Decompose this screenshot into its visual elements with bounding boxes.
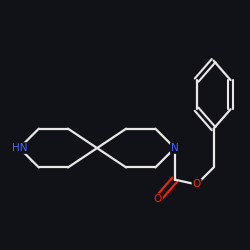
Text: O: O: [154, 194, 162, 204]
Text: HN: HN: [12, 143, 27, 153]
Text: N: N: [171, 143, 179, 153]
Text: O: O: [192, 180, 201, 190]
